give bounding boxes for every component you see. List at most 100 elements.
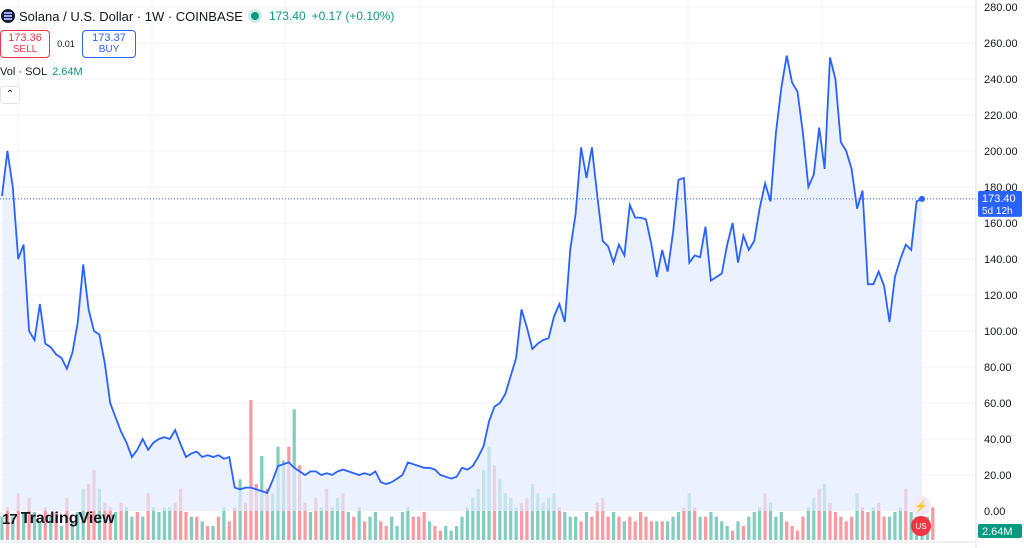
volume-bar	[812, 498, 816, 540]
volume-bar	[59, 526, 64, 540]
buy-label: BUY	[98, 44, 120, 55]
buy-price: 173.37	[92, 32, 126, 44]
volume-bar	[898, 507, 902, 540]
spread-value: 0.01	[57, 39, 75, 49]
volume-bar	[655, 521, 659, 540]
volume-bar	[417, 516, 421, 540]
volume-bar	[168, 507, 172, 540]
volume-bar	[714, 516, 718, 540]
volume-bar	[38, 521, 42, 540]
volume-bar	[931, 507, 935, 540]
y-tick-label: 160.00	[984, 218, 1018, 230]
volume-bar	[850, 516, 854, 540]
y-tick-label: 0.00	[984, 506, 1005, 518]
last-price-label-box	[978, 190, 1022, 217]
volume-bar	[335, 498, 340, 540]
volume-bar	[146, 493, 150, 540]
volume-bar	[65, 498, 69, 540]
volume-bar	[70, 521, 74, 540]
volume-legend-value: 2.64M	[52, 66, 83, 78]
volume-bar	[249, 400, 253, 540]
volume-bar	[682, 507, 686, 540]
volume-bar	[357, 507, 361, 540]
trade-panel: 173.36 SELL 0.01 173.37 BUY	[0, 30, 136, 58]
collapse-legend-button[interactable]: ⌃	[0, 86, 20, 104]
price-axis[interactable]: 0.00 20.00 40.00 60.00 80.00 100.00 120.00 140.…	[975, 0, 1022, 548]
sell-button[interactable]: 173.36 SELL	[0, 30, 50, 58]
volume-bar	[449, 530, 453, 540]
y-tick-label: 240.00	[984, 74, 1018, 86]
volume-legend[interactable]: Vol · SOL 2.64M	[0, 66, 83, 78]
us-flag-icon[interactable]: US	[911, 516, 931, 536]
volume-bar	[752, 512, 756, 540]
buy-button[interactable]: 173.37 BUY	[82, 30, 136, 58]
volume-bar	[725, 526, 729, 540]
y-tick-label: 100.00	[984, 326, 1018, 338]
volume-bar	[373, 512, 378, 540]
y-tick-label: 140.00	[984, 254, 1018, 266]
volume-bar	[763, 493, 767, 540]
volume-bar	[406, 507, 410, 540]
y-tick-label: 60.00	[984, 398, 1012, 410]
volume-bar	[617, 516, 621, 540]
volume-bar	[433, 526, 437, 540]
volume-bar	[379, 521, 383, 540]
volume-bar	[785, 521, 789, 540]
volume-bar	[184, 512, 188, 540]
volume-bar	[54, 512, 58, 540]
volume-bar	[427, 521, 432, 540]
volume-bar	[579, 521, 583, 540]
volume-bar	[422, 512, 426, 540]
volume-bar	[779, 512, 783, 540]
volume-bar	[736, 521, 740, 540]
volume-bar	[860, 507, 865, 540]
volume-bar	[758, 507, 762, 540]
bolt-icon[interactable]: ⚡	[911, 496, 931, 516]
volume-bar	[687, 493, 691, 540]
volume-bar	[887, 516, 892, 540]
volume-bar	[325, 488, 329, 540]
volume-bar	[568, 516, 572, 540]
volume-bar	[319, 507, 323, 540]
volume-bar	[303, 502, 307, 540]
volume-bar	[649, 521, 654, 540]
volume-bar	[509, 498, 513, 540]
volume-bar	[200, 521, 204, 540]
volume-bar	[622, 521, 626, 540]
volume-bar	[270, 493, 275, 540]
volume-bar	[871, 507, 875, 540]
volume-bar	[546, 498, 551, 540]
volume-bar	[471, 498, 475, 540]
symbol-title[interactable]: Solana / U.S. Dollar · 1W · COINBASE	[19, 8, 243, 24]
volume-bar	[703, 516, 708, 540]
volume-bar	[741, 526, 746, 540]
y-tick-label: 260.00	[984, 38, 1018, 50]
volume-bar	[795, 530, 800, 540]
time-axis[interactable]: 2022202320242025	[0, 541, 976, 548]
tradingview-logo[interactable]: 17 TradingView	[2, 510, 115, 528]
last-price-label: 173.40	[982, 193, 1016, 205]
volume-bar	[114, 512, 118, 540]
volume-bar	[314, 498, 318, 540]
volume-bar	[844, 521, 848, 540]
volume-bar	[584, 512, 589, 540]
volume-bar	[103, 502, 107, 540]
volume-bar	[503, 493, 507, 540]
volume-bar	[855, 493, 859, 540]
y-tick-label: 280.00	[984, 2, 1018, 14]
volume-bar	[233, 507, 237, 540]
y-tick-label: 80.00	[984, 362, 1012, 374]
volume-bar	[390, 516, 394, 540]
volume-bar	[774, 516, 778, 540]
volume-bar	[330, 507, 334, 540]
volume-bar	[574, 516, 578, 540]
volume-bar	[346, 512, 350, 540]
volume-bar	[227, 521, 231, 540]
volume-bar	[601, 498, 605, 540]
volume-bar	[676, 512, 681, 540]
volume-bar	[801, 516, 805, 540]
volume-bar	[81, 488, 85, 540]
volume-bar	[828, 502, 832, 540]
volume-bar	[904, 488, 908, 540]
